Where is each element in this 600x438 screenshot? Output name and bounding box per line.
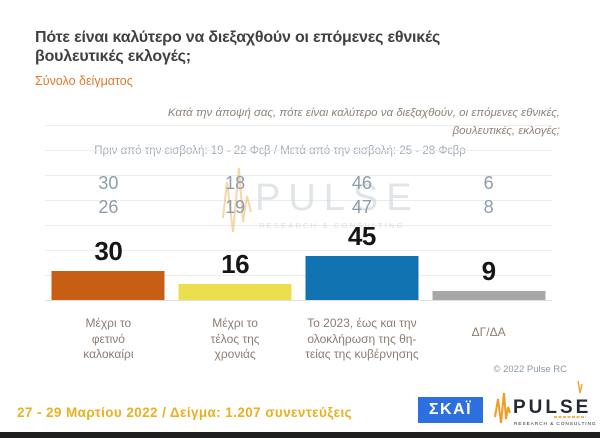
watermark-text: PULSE	[255, 177, 418, 219]
bar-column: 30	[45, 112, 172, 300]
pulse-logo-text: PULSE	[513, 397, 591, 418]
gridline	[45, 225, 552, 226]
gridline	[45, 200, 552, 201]
sample-subtitle: Σύνολο δείγματος	[35, 74, 133, 88]
question-note: Κατά την άποψή σας, πότε είναι καλύτερο …	[165, 105, 562, 141]
copyright-text: © 2022 Pulse RC	[493, 364, 567, 375]
bar-column: 16	[172, 112, 299, 300]
series-row-before: 30 18 46 6	[45, 173, 552, 194]
gridline	[45, 250, 552, 251]
bar-value-label: 16	[221, 249, 250, 279]
pulse-line-icon	[222, 167, 252, 233]
pulse-logo-subtext: RESEARCH & CONSULTING	[514, 421, 597, 427]
category-label: Μέχρι το τέλος της χρονιάς	[210, 316, 260, 362]
category-label: Το 2023, έως και την ολοκλήρωση της θη- …	[305, 316, 419, 362]
bar-value-label: 30	[94, 236, 123, 266]
pulse-watermark: PULSE RESEARCH & CONSULTING	[213, 160, 418, 241]
bar-value-label: 9	[481, 256, 496, 286]
skai-logo: ΣΚΑΪ	[418, 397, 483, 423]
bottom-bar	[0, 432, 600, 438]
bar-value-label: 45	[347, 221, 376, 251]
previous-wave-value: 30	[98, 173, 119, 193]
pulse-mark-icon	[577, 380, 583, 394]
pulse-logo: PULSE RESEARCH & CONSULTING	[492, 379, 597, 429]
gridline	[45, 125, 552, 126]
bars-layer: 30 16 45 9	[45, 112, 552, 300]
watermark-subtext: RESEARCH & CONSULTING	[259, 221, 405, 230]
bar	[178, 284, 292, 300]
bar	[305, 256, 419, 300]
previous-wave-value: 19	[225, 197, 246, 217]
previous-wave-value: 47	[351, 197, 372, 217]
previous-wave-value: 46	[351, 173, 372, 193]
bar	[51, 271, 165, 300]
gridline	[45, 175, 552, 176]
gridline	[45, 150, 552, 151]
comparison-note: Πριν από την εισβολή: 19 - 22 Φεβ / Μετά…	[88, 145, 472, 157]
bar-chart: PULSE RESEARCH & CONSULTING 30 18 46 6 26 19…	[45, 112, 552, 372]
bar-column: 9	[425, 112, 552, 300]
pulse-line-icon	[494, 392, 511, 424]
category-label: Μέχρι το φετινό καλοκαίρι	[83, 316, 134, 362]
previous-wave-value: 6	[483, 173, 494, 193]
series-row-after: 26 19 47 8	[45, 197, 552, 218]
previous-wave-value: 8	[483, 197, 494, 217]
category-row: Μέχρι το φετινό καλοκαίρι Μέχρι το τέλος …	[45, 316, 552, 363]
bar-column: 45	[299, 112, 426, 300]
x-axis-baseline	[45, 300, 552, 301]
previous-wave-value: 26	[98, 197, 119, 217]
survey-date-sample: 27 - 29 Μαρτίου 2022 / Δείγμα: 1.207 συν…	[17, 405, 353, 420]
skai-logo-text: ΣΚΑΪ	[428, 401, 473, 418]
gridline	[45, 275, 552, 276]
category-label: ΔΓ/ΔΑ	[471, 325, 506, 339]
page-title: Πότε είναι καλύτερο να διεξαχθούν οι επό…	[35, 29, 441, 66]
previous-wave-value: 18	[225, 173, 246, 193]
bar	[432, 291, 546, 300]
